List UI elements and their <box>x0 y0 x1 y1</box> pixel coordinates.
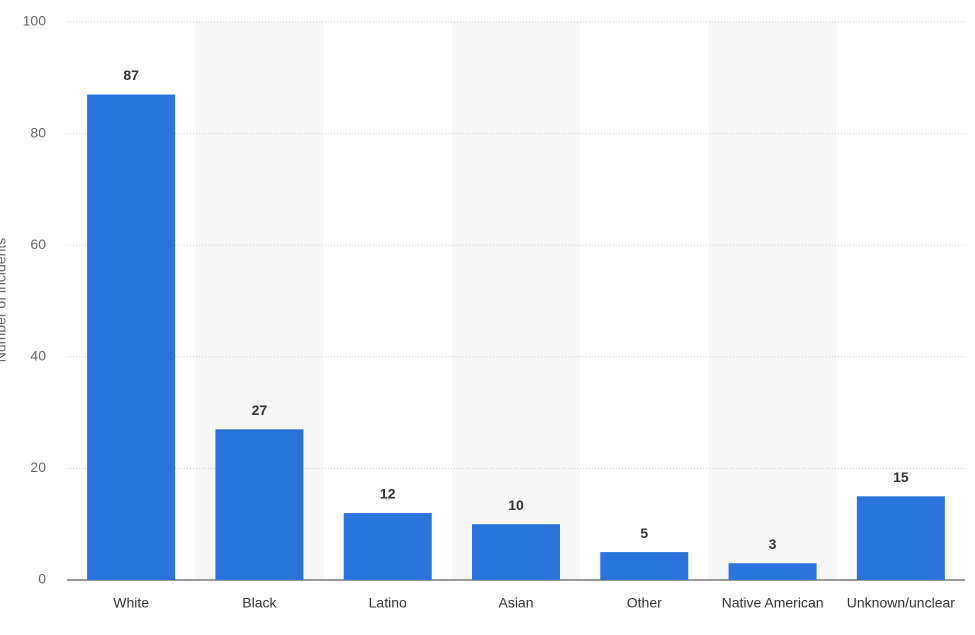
value-label: 15 <box>893 469 909 485</box>
y-tick-label: 0 <box>38 571 46 587</box>
value-label: 10 <box>508 497 524 513</box>
x-tick-label: Unknown/unclear <box>847 595 956 611</box>
value-label: 27 <box>252 402 268 418</box>
band-shade <box>708 22 837 580</box>
bar <box>215 429 304 580</box>
x-tick-label: Native American <box>722 595 824 611</box>
x-tick-label: Latino <box>369 595 407 611</box>
value-label: 87 <box>123 67 139 83</box>
x-tick-label: White <box>113 595 149 611</box>
y-tick-label: 100 <box>23 13 47 29</box>
bar <box>728 563 817 580</box>
value-label: 5 <box>640 525 648 541</box>
bar <box>600 552 689 580</box>
x-tick-label: Other <box>627 595 662 611</box>
y-tick-label: 20 <box>30 459 46 475</box>
x-tick-label: Black <box>242 595 277 611</box>
band-shade <box>451 22 581 580</box>
value-label: 12 <box>380 486 396 502</box>
x-tick-label: Asian <box>498 595 533 611</box>
y-tick-label: 40 <box>30 348 46 364</box>
y-axis-label: Number of incidents <box>0 238 9 363</box>
bar <box>87 94 176 580</box>
y-tick-label: 60 <box>30 236 46 252</box>
bar <box>343 513 432 580</box>
y-tick-label: 80 <box>30 124 46 140</box>
bar <box>472 524 560 580</box>
value-label: 3 <box>769 536 777 552</box>
bar <box>856 496 945 580</box>
